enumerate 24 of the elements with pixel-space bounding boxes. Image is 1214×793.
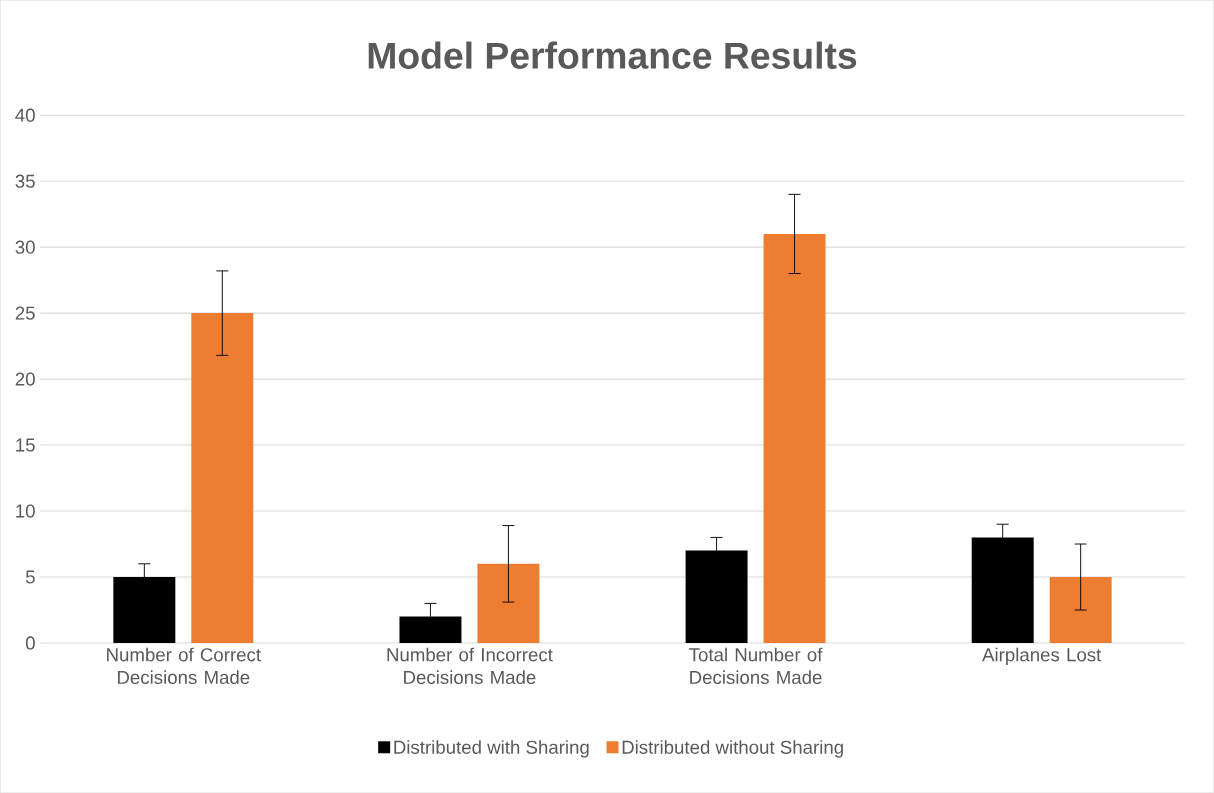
- bar: [971, 537, 1034, 643]
- legend-label: Distributed with Sharing: [394, 740, 589, 758]
- bar: [113, 576, 176, 643]
- y-tick-label: 0: [25, 636, 35, 650]
- x-tick-label: Number of Incorrect Decisions Made: [387, 647, 553, 684]
- y-tick-label: 20: [15, 372, 35, 386]
- x-tick-label: Total Number of Decisions Made: [689, 647, 823, 684]
- y-tick-label: 15: [16, 438, 35, 452]
- bar: [191, 313, 254, 643]
- bar: [685, 550, 748, 643]
- y-tick-label: 30: [15, 240, 35, 254]
- x-tick-label: Airplanes Lost: [982, 647, 1102, 665]
- bar: [399, 616, 462, 643]
- y-tick-label: 25: [15, 306, 35, 320]
- bar: [1049, 576, 1112, 643]
- y-tick-label: 5: [25, 570, 35, 584]
- y-tick-label: 40: [15, 108, 35, 122]
- bar: [763, 233, 826, 643]
- y-tick-label: 35: [15, 174, 35, 188]
- y-tick-label: 10: [16, 504, 35, 518]
- chart-title: Model Performance Results: [368, 41, 857, 69]
- bar: [477, 563, 540, 643]
- legend-label: Distributed without Sharing: [622, 740, 843, 758]
- x-tick-label: Number of Correct Decisions Made: [107, 647, 261, 684]
